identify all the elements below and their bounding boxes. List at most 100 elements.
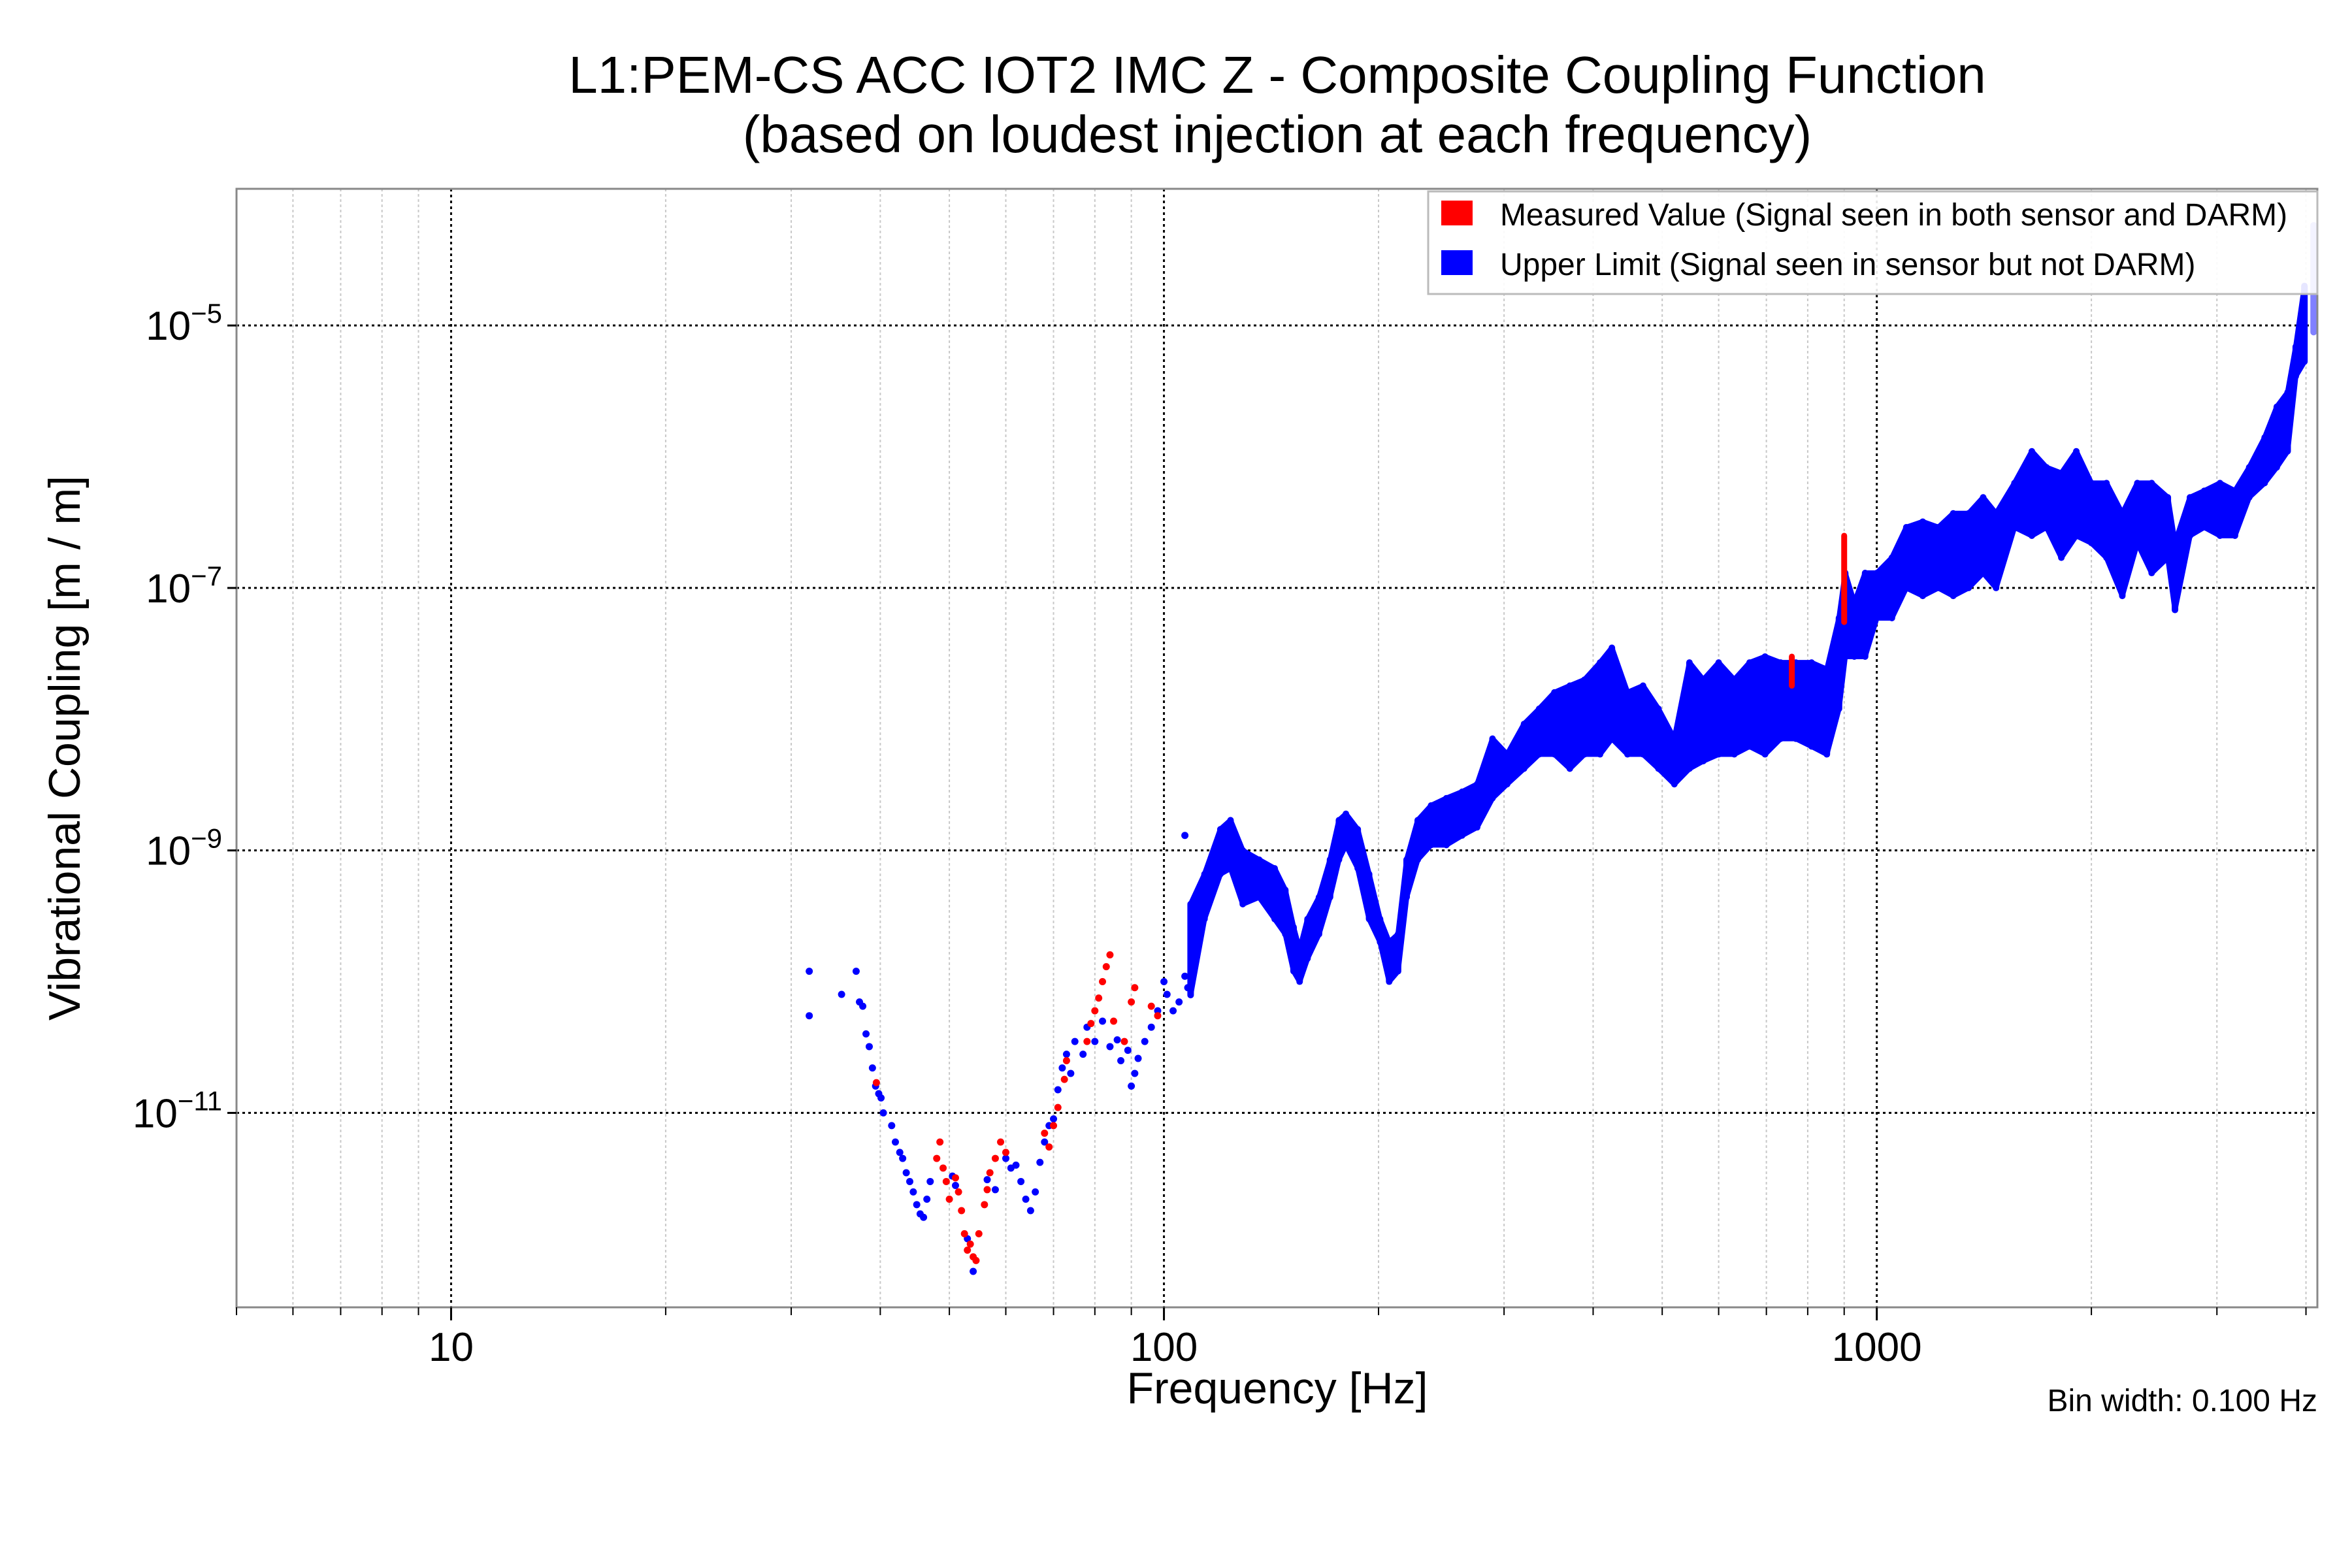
y-tick-exponent: −7 (191, 561, 222, 591)
measured-point (951, 1174, 959, 1182)
measured-point (964, 1246, 972, 1254)
upper-limit-point (983, 1176, 991, 1184)
x-tick-label: 10 (429, 1325, 474, 1370)
upper-limit-point (1002, 1154, 1009, 1162)
upper-limit-point (1128, 1082, 1135, 1090)
measured-point (1099, 978, 1107, 986)
x-axis-label: Frequency [Hz] (1126, 1364, 1428, 1413)
upper-limit-point (1022, 1196, 1030, 1203)
measured-point (975, 1230, 983, 1237)
x-tick-label: 100 (1130, 1325, 1198, 1370)
upper-limit-point (1079, 1051, 1087, 1058)
legend-box (1427, 190, 2319, 295)
upper-limit-point (1106, 1043, 1114, 1051)
measured-point (939, 1164, 947, 1172)
upper-limit-point (806, 968, 813, 975)
upper-limit-point (920, 1213, 928, 1221)
measured-point (955, 1188, 962, 1196)
legend: Measured Value (Signal seen in both sens… (1427, 190, 2319, 295)
measured-point (997, 1138, 1005, 1146)
y-tick-base: 10 (146, 566, 191, 612)
y-tick-label: 10−9 (146, 823, 222, 874)
upper-limit-point (1062, 1051, 1070, 1058)
y-tick-base: 10 (133, 1091, 178, 1136)
upper-limit-point (1036, 1158, 1044, 1166)
upper-limit-point (879, 1109, 887, 1117)
upper-limit-point (1169, 1007, 1177, 1015)
upper-limit-point (1032, 1188, 1039, 1196)
measured-point (1095, 994, 1103, 1002)
measured-point (983, 1186, 991, 1194)
x-axis: 10 100 1000 (236, 1307, 2307, 1370)
measured-point (1087, 1020, 1095, 1028)
upper-limit-point (806, 1012, 813, 1020)
upper-limit-point (899, 1154, 907, 1162)
measured-point (1110, 1017, 1118, 1025)
upper-limit-point (1163, 990, 1171, 998)
measured-point (986, 1169, 994, 1177)
y-axis-label: Vibrational Coupling [m / m] (40, 476, 90, 1021)
measured-point (1106, 951, 1114, 959)
y-tick-label: 10−11 (133, 1085, 222, 1136)
measured-point (1045, 1143, 1053, 1151)
upper-limit-point (970, 1267, 977, 1275)
bin-width-note: Bin width: 0.100 Hz (2047, 1384, 2317, 1418)
y-tick-label: 10−5 (146, 298, 222, 349)
upper-limit-point (865, 1043, 873, 1051)
measured-point (942, 1177, 950, 1185)
measured-point (991, 1154, 999, 1162)
upper-limit-point (1160, 978, 1168, 986)
upper-limit-point (1054, 1086, 1062, 1094)
legend-label-upper-limit: Upper Limit (Signal seen in sensor but n… (1500, 248, 2195, 282)
measured-point (1128, 998, 1135, 1006)
upper-limit-point (859, 1002, 867, 1010)
chart-title: L1:PEM-CS ACC IOT2 IMC Z - Composite Cou… (568, 46, 1986, 104)
upper-limit-point (1131, 1070, 1139, 1077)
measured-point (1083, 1037, 1091, 1045)
chart-subtitle: (based on loudest injection at each freq… (743, 105, 1812, 163)
upper-limit-point (909, 1188, 917, 1196)
upper-limit-point (1012, 1161, 1020, 1169)
upper-limit-point (1184, 984, 1192, 992)
upper-limit-point (1113, 1036, 1121, 1044)
measured-point (1091, 1007, 1099, 1015)
upper-limit-point (902, 1169, 910, 1177)
measured-point (1102, 963, 1110, 971)
upper-limit-point (891, 1138, 899, 1146)
legend-swatch-upper-limit (1441, 250, 1473, 275)
upper-limit-point (1175, 998, 1183, 1006)
measured-point (966, 1240, 974, 1248)
upper-limit-point (926, 1177, 934, 1185)
y-tick-label: 10−7 (146, 561, 222, 612)
y-axis: 10−510−710−910−11 (133, 298, 237, 1136)
y-tick-exponent: −11 (178, 1085, 222, 1116)
upper-limit-point (1147, 1023, 1155, 1031)
measured-point (936, 1138, 944, 1146)
upper-limit-point (913, 1201, 921, 1209)
upper-limit-point (923, 1196, 931, 1203)
upper-limit-point (951, 1181, 959, 1189)
upper-limit-point (1041, 1138, 1049, 1146)
measured-point (872, 1079, 880, 1086)
y-tick-exponent: −9 (191, 823, 222, 854)
upper-limit-point (906, 1177, 914, 1185)
upper-limit-point (896, 1149, 904, 1156)
upper-limit-point (1058, 1064, 1066, 1072)
upper-limit-point (1117, 1056, 1125, 1064)
upper-limit-point (862, 1030, 870, 1037)
upper-limit-point (1141, 1037, 1149, 1045)
x-tick-label: 1000 (1832, 1325, 1922, 1370)
upper-limit-point (1099, 1017, 1107, 1025)
y-tick-exponent: −5 (191, 298, 222, 329)
measured-point (972, 1256, 980, 1264)
upper-limit-point (838, 990, 845, 998)
upper-limit-point (1091, 1037, 1099, 1045)
upper-limit-point (1071, 1037, 1079, 1045)
measured-point (958, 1207, 966, 1215)
upper-limit-point (1067, 1070, 1075, 1077)
upper-limit-point (1181, 832, 1189, 840)
measured-point (981, 1201, 988, 1209)
measured-point (1050, 1122, 1058, 1130)
y-tick-base: 10 (146, 829, 191, 874)
